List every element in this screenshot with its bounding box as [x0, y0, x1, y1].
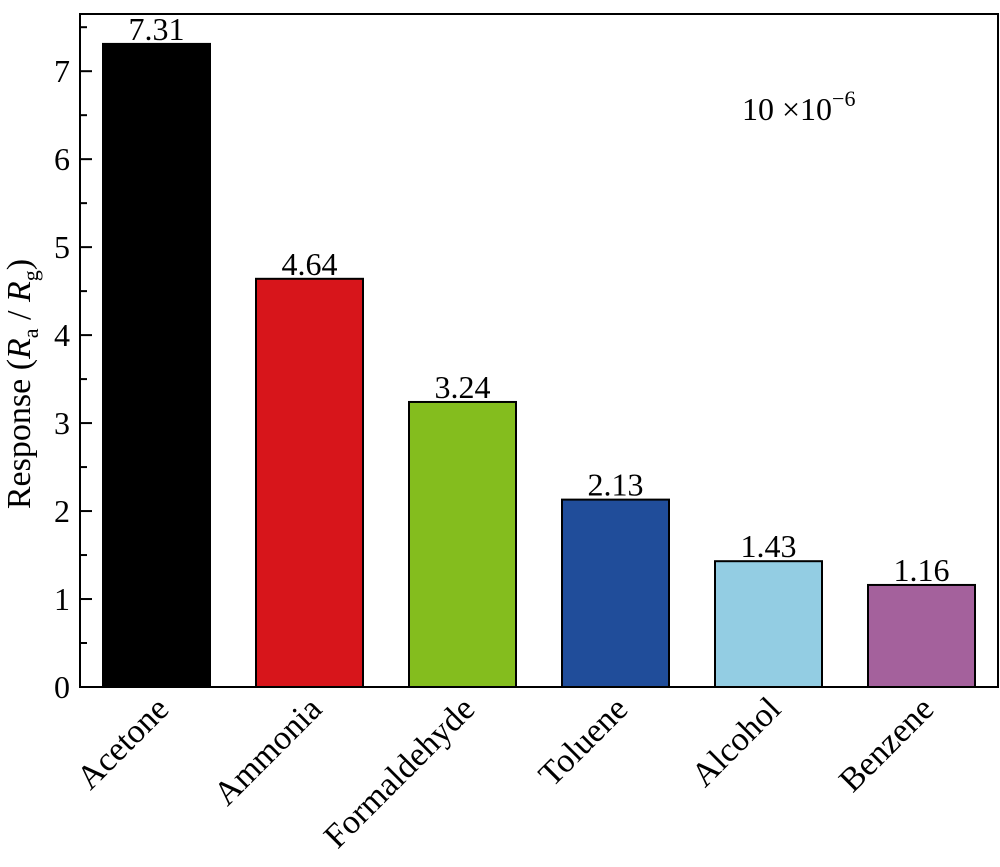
y-label-sub-b: g — [18, 270, 43, 281]
y-tick-label: 6 — [54, 141, 70, 177]
bar-toluene — [561, 498, 670, 688]
bar-value-label: 3.24 — [435, 369, 491, 405]
x-tick-label: Alcohol — [685, 690, 789, 794]
bar-value-label: 7.31 — [129, 11, 185, 47]
y-label-prefix: Response ( — [1, 359, 38, 509]
bar-ammonia — [255, 277, 364, 688]
y-tick-label: 0 — [54, 669, 70, 705]
y-label-var-a: R — [1, 338, 38, 360]
x-tick-label: Ammonia — [207, 690, 329, 812]
bar-formaldehyde — [408, 400, 517, 688]
y-label-sep: / — [1, 302, 38, 328]
y-label-sub-a: a — [18, 328, 43, 338]
bar-value-label: 4.64 — [282, 246, 338, 282]
bar-value-label: 2.13 — [588, 467, 644, 503]
y-axis-ticks: 0 1 2 3 4 5 6 7 — [54, 26, 92, 705]
bars — [102, 42, 976, 688]
y-label-var-b: R — [1, 281, 38, 303]
bar-value-label: 1.43 — [741, 528, 797, 564]
y-label-suffix: ) — [1, 259, 38, 270]
x-tick-label: Toluene — [532, 690, 635, 793]
bar-value-labels: 7.31 4.64 3.24 2.13 1.43 1.16 — [129, 11, 950, 588]
x-tick-label: Benzene — [832, 690, 941, 799]
annotation-concentration: 10 ×10−6 — [742, 86, 855, 127]
y-tick-label: 5 — [54, 229, 70, 265]
bar-value-label: 1.16 — [894, 552, 950, 588]
y-tick-label: 2 — [54, 493, 70, 529]
bar-alcohol — [714, 560, 823, 688]
y-tick-label: 4 — [54, 317, 70, 353]
annotation-exponent: −6 — [832, 86, 855, 111]
plot-frame — [79, 13, 999, 688]
y-tick-label: 3 — [54, 405, 70, 441]
y-axis-label: Response (Ra / Rg) — [1, 259, 43, 509]
y-tick-label: 1 — [54, 581, 70, 617]
x-tick-label: Acetone — [70, 690, 176, 796]
x-tick-label: Formaldehyde — [317, 690, 482, 855]
annotation-base: 10 ×10 — [742, 91, 832, 127]
y-tick-label: 7 — [54, 53, 70, 89]
bar-benzene — [867, 583, 976, 688]
bar-acetone — [102, 42, 211, 688]
